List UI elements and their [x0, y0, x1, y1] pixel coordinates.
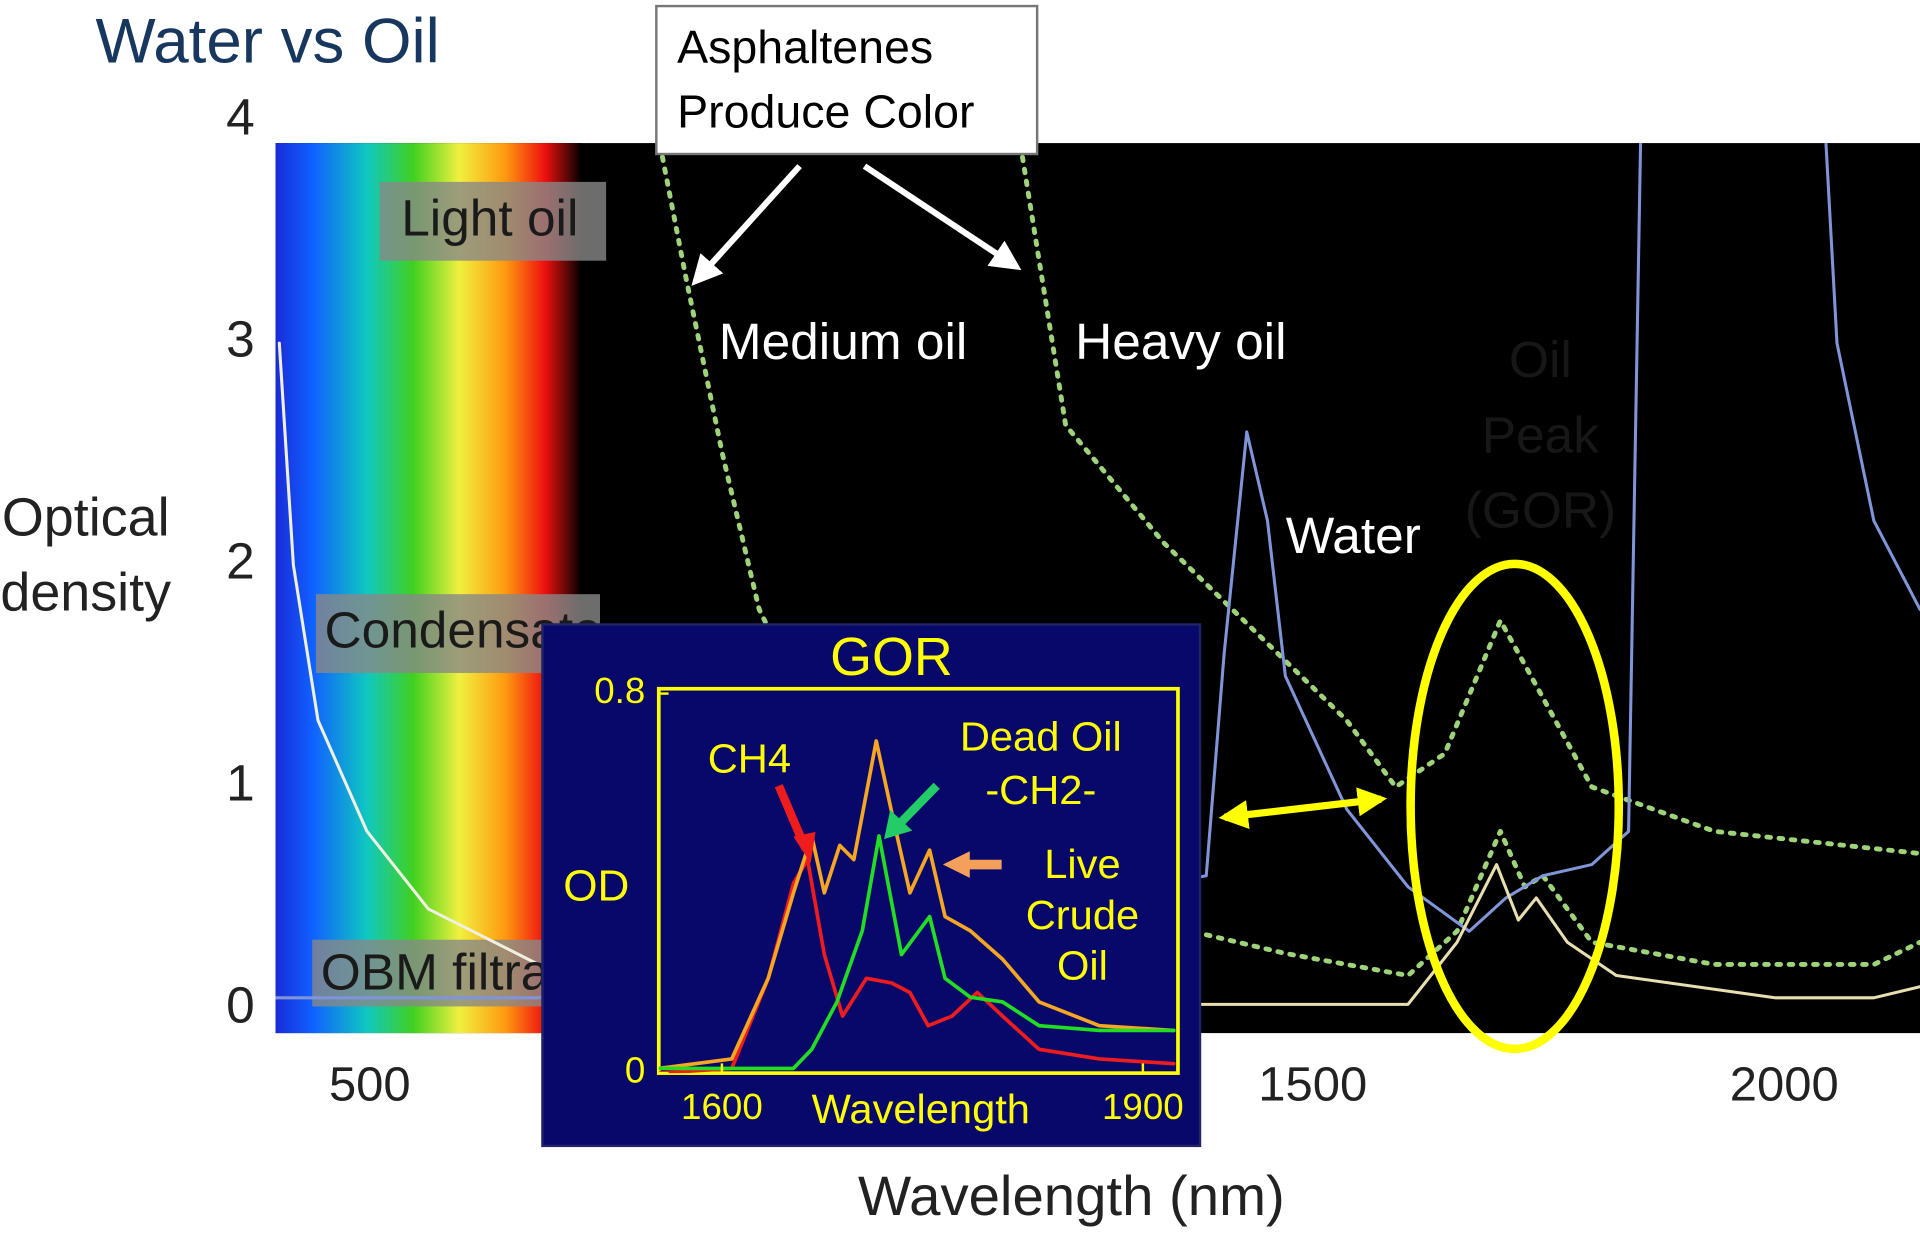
y-tick-label: 0 [625, 1050, 645, 1091]
series-line [658, 834, 1176, 1071]
x-tick-label: 1500 [1258, 1058, 1367, 1112]
slide-title: Water vs Oil [96, 7, 440, 77]
ch4-arrowhead [793, 831, 816, 864]
inset-frame [656, 686, 1180, 1075]
callout-text: Asphaltenes [677, 21, 933, 73]
y-tick-label: 4 [226, 89, 255, 146]
annotation: Crude [1026, 891, 1139, 938]
annotation: Medium oil [719, 313, 968, 370]
annotation: Light oil [401, 190, 578, 247]
live-arrowhead [942, 851, 970, 878]
ch2-arrowhead [884, 809, 913, 840]
x-tick-label: 2000 [1730, 1058, 1839, 1112]
highlight-ellipse [1406, 559, 1624, 1054]
series-line [657, 143, 1920, 978]
ch2-arrow [898, 782, 940, 826]
y-tick-label: 2 [226, 533, 255, 590]
x-axis-label: Wavelength [812, 1085, 1030, 1132]
x-tick-label: 500 [329, 1058, 411, 1112]
annotation: Oil [1509, 331, 1572, 388]
annotation: Water [1286, 507, 1421, 564]
y-tick-label: 1 [226, 755, 255, 812]
double-arrow [1218, 787, 1388, 830]
annotation: -CH2- [985, 766, 1096, 813]
y-axis-label: Optical [2, 488, 170, 548]
series-line [1198, 863, 1920, 1006]
series-line [277, 341, 541, 966]
annotation: CH4 [708, 735, 791, 782]
inset-text: 0 0.8 1600 1900 GOR Wavelength OD CH4 Dead Oil -C… [563, 627, 1183, 1132]
annotation: Heavy oil [1075, 313, 1286, 370]
label-box [312, 939, 576, 1007]
y-axis-label: density [0, 563, 171, 623]
annotation: Peak [1482, 407, 1600, 464]
callout-arrow [862, 163, 1022, 271]
callout-text: Produce Color [677, 86, 974, 138]
annotation: Dead Oil [960, 713, 1122, 760]
label-box [379, 181, 607, 261]
annotation: Oil [1057, 942, 1108, 989]
x-tick-label: 1900 [1102, 1086, 1184, 1127]
inset-lines [658, 739, 1176, 1074]
y-tick-label: 0 [226, 977, 255, 1034]
x-axis-label: Wavelength (nm) [858, 1164, 1285, 1227]
x-tick-label: 1600 [681, 1086, 763, 1127]
chart-title: GOR [830, 627, 953, 687]
annotation: (GOR) [1465, 482, 1616, 539]
callout-box [655, 4, 1039, 156]
y-tick-label: 0.8 [594, 670, 645, 711]
y-axis-label: OD [563, 862, 629, 911]
series-line [658, 739, 1176, 1071]
callout-arrow [691, 164, 802, 286]
y-tick-label: 3 [226, 311, 255, 368]
main-text: 0 1 2 3 4 500 1500 2000 Wavelength (nm) Optical de… [0, 89, 1838, 1227]
annotation: Live [1044, 840, 1120, 887]
visible-spectrum [275, 143, 582, 1034]
